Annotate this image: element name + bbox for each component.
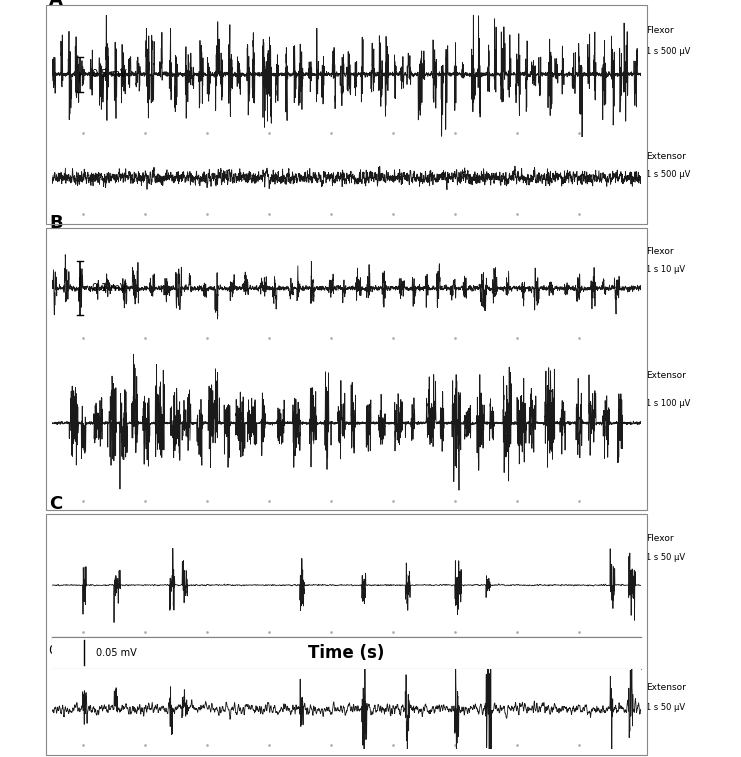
Text: Time (s): Time (s) (308, 643, 385, 662)
Text: 1 s 10 μV: 1 s 10 μV (645, 264, 685, 273)
Text: Extensor: Extensor (645, 151, 685, 160)
Text: Flexor: Flexor (645, 248, 674, 257)
Text: Extensor: Extensor (645, 683, 685, 692)
Text: 0.05 mV: 0.05 mV (96, 648, 137, 658)
Text: 1 s 50 μV: 1 s 50 μV (645, 553, 685, 562)
Text: A: A (49, 0, 63, 9)
Text: Flexor: Flexor (645, 26, 674, 36)
Text: 1 s 50 μV: 1 s 50 μV (645, 702, 685, 712)
Text: 0.1 mV: 0.1 mV (92, 283, 127, 293)
Text: 1 s 500 μV: 1 s 500 μV (645, 47, 690, 55)
Text: C: C (49, 495, 62, 513)
Text: Flexor: Flexor (645, 534, 674, 544)
Text: 1 s 100 μV: 1 s 100 μV (645, 399, 690, 408)
Text: B: B (49, 214, 62, 232)
Text: 1 s 500 μV: 1 s 500 μV (645, 170, 690, 179)
Text: Extensor: Extensor (645, 372, 685, 380)
Text: 0.5 mV: 0.5 mV (92, 70, 127, 79)
